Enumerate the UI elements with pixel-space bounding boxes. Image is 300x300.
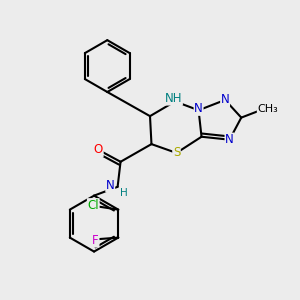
Text: O: O	[94, 143, 103, 157]
Text: N: N	[194, 102, 203, 115]
Text: CH₃: CH₃	[257, 104, 278, 114]
Text: N: N	[221, 93, 230, 106]
Text: F: F	[92, 234, 99, 247]
Text: S: S	[173, 146, 180, 159]
Text: H: H	[120, 188, 128, 198]
Text: Cl: Cl	[87, 199, 99, 212]
Text: N: N	[225, 133, 234, 146]
Text: N: N	[106, 179, 115, 192]
Text: NH: NH	[165, 92, 182, 105]
